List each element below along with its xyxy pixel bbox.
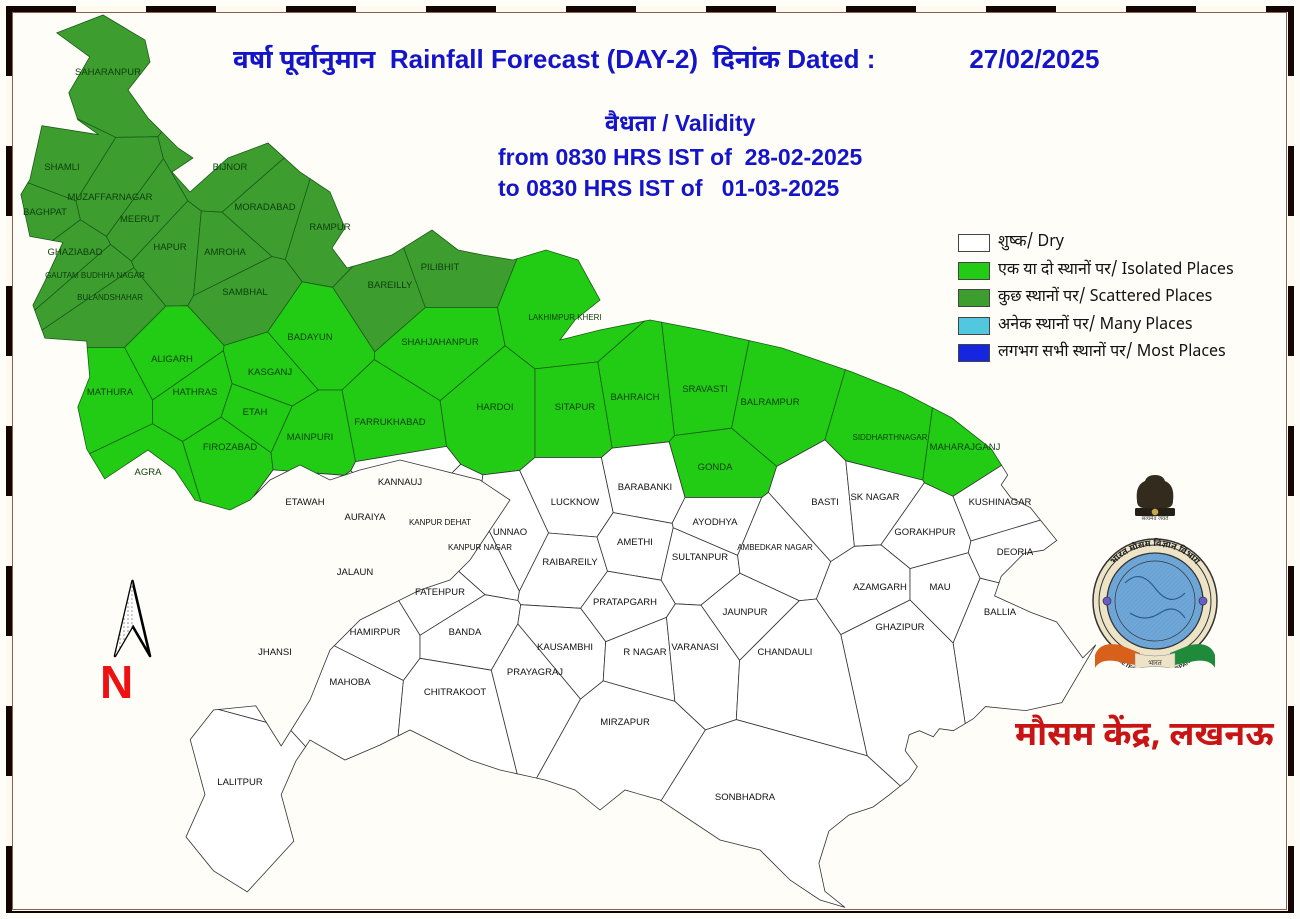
svg-text:MAHOBA: MAHOBA (329, 677, 371, 688)
svg-text:SRAVASTI: SRAVASTI (682, 384, 728, 395)
svg-text:KANNAUJ: KANNAUJ (378, 477, 423, 488)
svg-text:ALIGARH: ALIGARH (151, 354, 193, 365)
svg-text:MUZAFFARNAGAR: MUZAFFARNAGAR (68, 192, 153, 203)
svg-text:GONDA: GONDA (698, 462, 734, 473)
svg-text:AYODHYA: AYODHYA (692, 517, 738, 528)
svg-text:CHITRAKOOT: CHITRAKOOT (424, 687, 486, 698)
svg-text:PRATAPGARH: PRATAPGARH (593, 597, 657, 608)
svg-text:AMETHI: AMETHI (617, 537, 653, 548)
svg-text:BAHRAICH: BAHRAICH (610, 392, 659, 403)
svg-text:LUCKNOW: LUCKNOW (551, 497, 600, 508)
svg-text:AMROHA: AMROHA (204, 247, 246, 258)
svg-text:HAMIRPUR: HAMIRPUR (350, 627, 401, 638)
svg-text:KUSHINAGAR: KUSHINAGAR (969, 497, 1032, 508)
svg-text:SHAHJAHANPUR: SHAHJAHANPUR (401, 337, 479, 348)
svg-text:SAHARANPUR: SAHARANPUR (75, 67, 141, 78)
svg-text:BARABANKI: BARABANKI (618, 482, 672, 493)
svg-text:GORAKHPUR: GORAKHPUR (894, 527, 955, 538)
svg-text:BAGHPAT: BAGHPAT (23, 207, 67, 218)
svg-text:KANPUR NAGAR: KANPUR NAGAR (448, 543, 512, 552)
svg-text:LAKHIMPUR KHERI: LAKHIMPUR KHERI (528, 313, 601, 322)
svg-text:LALITPUR: LALITPUR (217, 777, 263, 788)
svg-text:BALLIA: BALLIA (984, 607, 1017, 618)
svg-text:GAUTAM BUDHHA NAGAR: GAUTAM BUDHHA NAGAR (45, 271, 145, 280)
svg-text:GHAZIABAD: GHAZIABAD (48, 247, 103, 258)
svg-text:FIROZABAD: FIROZABAD (203, 442, 258, 453)
svg-text:R NAGAR: R NAGAR (623, 647, 666, 658)
svg-text:MAHARAJGANJ: MAHARAJGANJ (930, 442, 1001, 453)
svg-text:HAPUR: HAPUR (153, 242, 186, 253)
svg-text:HARDOI: HARDOI (477, 402, 514, 413)
svg-text:BALRAMPUR: BALRAMPUR (740, 397, 799, 408)
svg-text:AGRA: AGRA (135, 467, 163, 478)
svg-text:KAUSAMBHI: KAUSAMBHI (537, 642, 593, 653)
svg-text:PILIBHIT: PILIBHIT (421, 262, 460, 273)
svg-text:JALAUN: JALAUN (337, 567, 374, 578)
svg-text:FATEHPUR: FATEHPUR (415, 587, 465, 598)
svg-text:MIRZAPUR: MIRZAPUR (600, 717, 650, 728)
svg-text:BASTI: BASTI (811, 497, 838, 508)
svg-text:BADAYUN: BADAYUN (287, 332, 332, 343)
svg-text:BIJNOR: BIJNOR (213, 162, 248, 173)
svg-text:RAIBAREILY: RAIBAREILY (542, 557, 598, 568)
svg-text:HATHRAS: HATHRAS (173, 387, 218, 398)
svg-text:AZAMGARH: AZAMGARH (853, 582, 907, 593)
svg-text:SHAMLI: SHAMLI (44, 162, 79, 173)
svg-text:AMBEDKAR NAGAR: AMBEDKAR NAGAR (737, 543, 813, 552)
svg-text:MEERUT: MEERUT (120, 214, 160, 225)
svg-text:SK NAGAR: SK NAGAR (850, 492, 899, 503)
svg-text:GHAZIPUR: GHAZIPUR (875, 622, 924, 633)
svg-text:CHANDAULI: CHANDAULI (758, 647, 813, 658)
svg-text:SULTANPUR: SULTANPUR (672, 552, 728, 563)
svg-text:FARRUKHABAD: FARRUKHABAD (354, 417, 425, 428)
svg-text:SAMBHAL: SAMBHAL (222, 287, 267, 298)
svg-text:MORADABAD: MORADABAD (234, 202, 295, 213)
svg-text:VARANASI: VARANASI (671, 642, 718, 653)
svg-text:BAREILLY: BAREILLY (368, 280, 413, 291)
svg-text:JHANSI: JHANSI (258, 647, 292, 658)
svg-text:KASGANJ: KASGANJ (248, 367, 293, 378)
svg-text:BULANDSHAHAR: BULANDSHAHAR (77, 293, 143, 302)
svg-text:AURAIYA: AURAIYA (344, 512, 386, 523)
svg-text:MATHURA: MATHURA (87, 387, 134, 398)
svg-text:RAMPUR: RAMPUR (309, 222, 350, 233)
svg-text:BANDA: BANDA (449, 627, 482, 638)
svg-text:JAUNPUR: JAUNPUR (723, 607, 768, 618)
svg-text:SIDDHARTHNAGAR: SIDDHARTHNAGAR (853, 433, 928, 442)
svg-text:MAINPURI: MAINPURI (287, 432, 333, 443)
svg-text:ETAWAH: ETAWAH (285, 497, 324, 508)
svg-text:PRAYAGRAJ: PRAYAGRAJ (507, 667, 563, 678)
svg-text:UNNAO: UNNAO (493, 527, 527, 538)
svg-text:DEORIA: DEORIA (997, 547, 1034, 558)
svg-text:MAU: MAU (929, 582, 950, 593)
svg-text:SITAPUR: SITAPUR (555, 402, 596, 413)
svg-text:SONBHADRA: SONBHADRA (715, 792, 776, 803)
svg-text:KANPUR DEHAT: KANPUR DEHAT (409, 518, 471, 527)
svg-text:ETAH: ETAH (243, 407, 268, 418)
